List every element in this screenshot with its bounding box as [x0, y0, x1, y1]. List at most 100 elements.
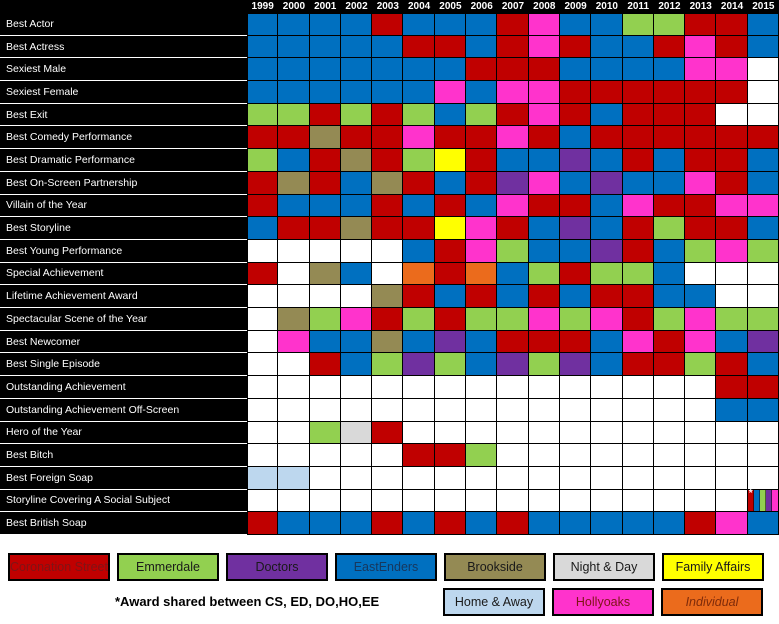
grid-cell: [747, 444, 779, 467]
grid-cell: [340, 330, 373, 354]
year-header-2000: 2000: [278, 0, 310, 13]
grid-cell: [403, 35, 435, 59]
grid-cell: [340, 489, 373, 513]
grid-cell: [466, 512, 498, 535]
grid-cell: [340, 13, 373, 36]
grid-cell: [278, 466, 310, 490]
grid-cell: [528, 239, 560, 263]
grid-cell: [340, 149, 373, 172]
grid-cell: [497, 149, 529, 172]
grid-cell: [622, 171, 654, 195]
grid-cell: [309, 149, 341, 172]
grid-cell: [559, 171, 592, 195]
grid-cell: [528, 285, 560, 309]
grid-cell: [528, 262, 560, 286]
grid-cell: [591, 149, 623, 172]
grid-cell: [497, 308, 529, 331]
grid-cell: [622, 466, 654, 490]
grid-cell: [466, 13, 498, 36]
grid-cell: [247, 149, 279, 172]
grid-cell: [528, 149, 560, 172]
grid-cell: [340, 398, 373, 422]
grid-cell: [559, 512, 592, 535]
grid-cell: [653, 353, 686, 377]
grid-cell: [434, 239, 467, 263]
grid-cell: [278, 398, 310, 422]
grid-cell: [247, 239, 279, 263]
grid-cell: [747, 330, 779, 354]
grid-cell: [685, 239, 717, 263]
legend-box-individual: Individual: [661, 587, 763, 616]
grid-cell: [685, 398, 717, 422]
grid-cell: [591, 376, 623, 399]
grid-cell: [716, 466, 748, 490]
grid-cell: [309, 81, 341, 104]
grid-cell: [559, 58, 592, 82]
grid-cell: [716, 398, 748, 422]
grid-cell: [622, 330, 654, 354]
grid-cell: [591, 489, 623, 513]
year-header-2012: 2012: [653, 0, 686, 13]
grid-cell: [309, 126, 341, 150]
grid-cell: [497, 103, 529, 127]
grid-cell: [591, 330, 623, 354]
grid-cell: [403, 489, 435, 513]
grid-cell: [309, 285, 341, 309]
grid-cell: [434, 149, 467, 172]
grid-cell: [434, 489, 467, 513]
grid-cell: [372, 444, 404, 467]
grid-cell: [372, 308, 404, 331]
grid-cell: [466, 194, 498, 218]
grid-cell: [403, 239, 435, 263]
grid-cell: [685, 285, 717, 309]
grid-cell: [278, 81, 310, 104]
grid-cell: [403, 512, 435, 535]
legend-box-brookside: Brookside: [444, 552, 546, 581]
grid-cell: [278, 126, 310, 150]
grid-cell: [716, 489, 748, 513]
grid-cell: [372, 512, 404, 535]
grid-cell: [278, 489, 310, 513]
shared-award-asterisk: *: [748, 487, 753, 499]
grid-cell: [528, 466, 560, 490]
grid-cell: [372, 285, 404, 309]
grid-cell: [653, 194, 686, 218]
grid-cell: [747, 466, 779, 490]
grid-cell: [622, 444, 654, 467]
grid-cell: [434, 398, 467, 422]
category-label: Hero of the Year: [0, 421, 247, 445]
grid-cell: [372, 217, 404, 240]
category-label: Best Single Episode: [0, 353, 247, 377]
grid-cell: [372, 262, 404, 286]
grid-cell: [278, 285, 310, 309]
grid-cell: [528, 398, 560, 422]
year-header-2001: 2001: [309, 0, 341, 13]
grid-cell: [685, 149, 717, 172]
grid-cell: [497, 58, 529, 82]
grid-cell: [340, 103, 373, 127]
grid-cell: [372, 149, 404, 172]
grid-cell: [716, 149, 748, 172]
grid-cell: [559, 13, 592, 36]
grid-cell: [278, 35, 310, 59]
grid-cell: [685, 489, 717, 513]
grid-cell: [622, 239, 654, 263]
matrix-corner: [0, 0, 247, 13]
grid-cell: [247, 171, 279, 195]
grid-cell: [528, 421, 560, 445]
grid-cell: [340, 376, 373, 399]
category-label: Best Storyline: [0, 217, 247, 240]
grid-cell: [278, 421, 310, 445]
grid-cell: [247, 308, 279, 331]
grid-cell: [685, 444, 717, 467]
year-header-2007: 2007: [497, 0, 529, 13]
grid-cell: [434, 171, 467, 195]
grid-cell: [247, 58, 279, 82]
grid-cell: [559, 398, 592, 422]
grid-cell: [685, 330, 717, 354]
grid-cell: [247, 35, 279, 59]
grid-cell: [716, 103, 748, 127]
grid-cell: [685, 217, 717, 240]
grid-cell: [403, 262, 435, 286]
grid-cell: [372, 58, 404, 82]
